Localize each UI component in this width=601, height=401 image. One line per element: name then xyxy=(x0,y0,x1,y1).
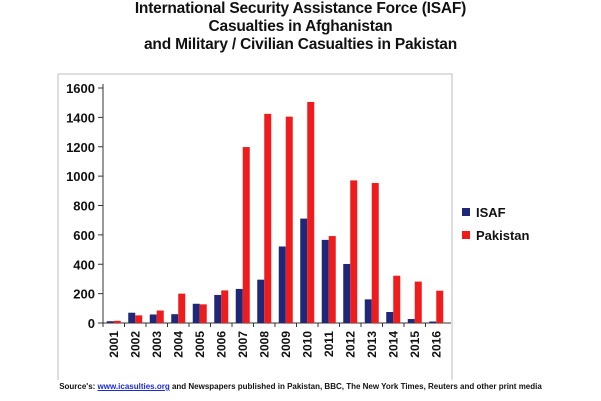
isaf-bar-2015 xyxy=(407,319,415,323)
x-tick-label: 2006 xyxy=(214,331,228,358)
x-tick-label: 2008 xyxy=(257,331,271,358)
plot-area-frame xyxy=(57,73,453,380)
isaf-bar-2002 xyxy=(128,312,136,323)
bar-chart: 0 200 400 600 800 1000 1200 1400 1600 2001 2002 200… xyxy=(57,73,530,380)
chart-title-line-2: Casualties in Afghanistan xyxy=(208,18,393,35)
x-tick-label: 2001 xyxy=(107,331,121,358)
y-tick-label: 800 xyxy=(73,199,95,214)
source-suffix: and Newspapers published in Pakistan, BB… xyxy=(169,382,542,391)
x-tick-label: 2003 xyxy=(150,331,164,358)
y-tick-label: 600 xyxy=(73,228,95,243)
pakistan-bar-2013 xyxy=(371,183,379,323)
isaf-bar-2012 xyxy=(343,263,351,323)
pakistan-bar-2003 xyxy=(156,310,164,323)
x-tick-label: 2004 xyxy=(171,331,185,358)
x-tick-label: 2011 xyxy=(322,331,336,357)
source-prefix: Source's: xyxy=(59,382,98,391)
pakistan-bar-2016 xyxy=(436,290,444,323)
y-tick-label: 1400 xyxy=(66,110,95,125)
chart-title-line-1: International Security Assistance Force … xyxy=(134,0,467,17)
y-tick-label: 400 xyxy=(73,257,95,272)
x-tick-label: 2013 xyxy=(365,331,379,358)
isaf-bar-2010 xyxy=(300,218,308,323)
x-tick-label: 2015 xyxy=(408,331,422,358)
y-tick-label: 1600 xyxy=(66,81,95,96)
isaf-bar-2013 xyxy=(364,299,372,323)
legend-label-isaf: ISAF xyxy=(476,205,506,220)
pakistan-bar-2012 xyxy=(350,180,358,323)
source-link[interactable]: www.icasulties.org xyxy=(97,382,170,391)
isaf-bar-2004 xyxy=(171,314,179,323)
x-tick-label: 2009 xyxy=(279,331,293,358)
pakistan-bar-2015 xyxy=(414,281,422,323)
x-tick-label: 2016 xyxy=(429,331,443,358)
x-tick-label: 2007 xyxy=(236,331,250,358)
y-tick-label: 200 xyxy=(73,287,95,302)
bars xyxy=(106,101,444,323)
pakistan-bar-2010 xyxy=(307,101,315,323)
x-tick-label: 2014 xyxy=(386,331,400,358)
x-tick-label: 2012 xyxy=(343,331,357,358)
legend-label-pakistan: Pakistan xyxy=(476,228,530,243)
pakistan-bar-2007 xyxy=(242,147,250,323)
pakistan-bar-2008 xyxy=(264,113,272,323)
isaf-bar-2005 xyxy=(192,303,200,323)
chart-title-line-3: and Military / Civilian Casualties in Pa… xyxy=(144,36,457,53)
pakistan-bar-2001 xyxy=(113,320,121,323)
isaf-bar-2011 xyxy=(321,239,329,323)
isaf-bar-2014 xyxy=(386,311,394,323)
legend-swatch-pakistan xyxy=(462,231,470,239)
y-tick-label: 1000 xyxy=(66,169,95,184)
pakistan-bar-2011 xyxy=(328,236,336,323)
isaf-bar-2009 xyxy=(278,246,286,323)
pakistan-bar-2006 xyxy=(221,290,229,323)
pakistan-bar-2004 xyxy=(178,293,186,323)
isaf-bar-2003 xyxy=(149,314,157,323)
source-note: Source's: www.icasulties.org and Newspap… xyxy=(0,382,601,391)
y-tick-label: 0 xyxy=(88,316,95,331)
isaf-bar-2001 xyxy=(106,321,114,323)
pakistan-bar-2005 xyxy=(199,304,207,323)
x-tick-label: 2005 xyxy=(193,331,207,358)
isaf-bar-2006 xyxy=(214,294,222,323)
y-tick-label: 1200 xyxy=(66,140,95,155)
isaf-bar-2016 xyxy=(429,321,437,323)
pakistan-bar-2009 xyxy=(285,116,293,323)
pakistan-bar-2014 xyxy=(393,275,401,323)
axes: 0 200 400 600 800 1000 1200 1400 1600 2001 2002 200… xyxy=(66,81,451,358)
pakistan-bar-2002 xyxy=(135,315,143,323)
x-tick-label: 2002 xyxy=(128,331,142,358)
legend-swatch-isaf xyxy=(462,208,470,216)
x-tick-label: 2010 xyxy=(300,331,314,358)
isaf-bar-2008 xyxy=(257,279,265,323)
isaf-bar-2007 xyxy=(235,288,243,323)
legend: ISAF Pakistan xyxy=(462,205,530,243)
